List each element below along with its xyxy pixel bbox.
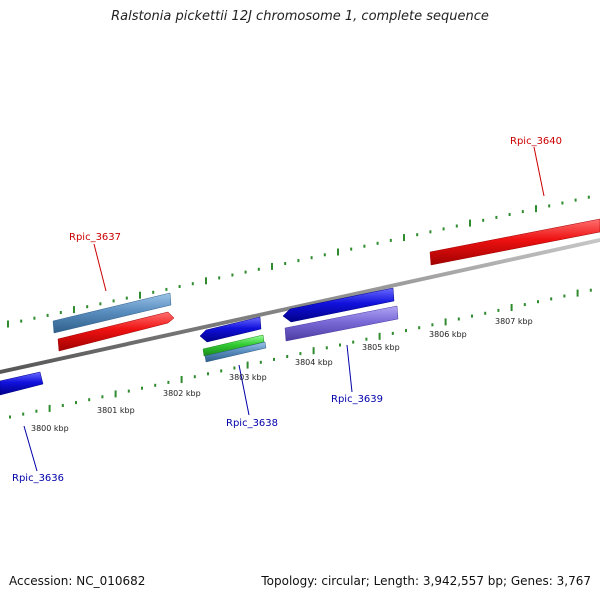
gene-rpic-3636-bar[interactable] (0, 371, 44, 396)
rpic-3636-leader (23, 425, 38, 472)
gene-rpic-3639-bar[interactable] (282, 287, 395, 323)
accession-text: Accession: NC_010682 (9, 574, 146, 588)
scale-label: 3805 kbp (362, 343, 400, 352)
upper-tick-track (7, 195, 590, 328)
gene-rpic-3637-bar[interactable] (52, 292, 172, 334)
gene-rpic-3638-bar[interactable] (199, 316, 262, 343)
rpic-3640-leader (533, 146, 545, 197)
lower-tick-track (9, 288, 592, 419)
gene-label-rpic-3637[interactable]: Rpic_3637 (69, 232, 121, 243)
rpic-3639-leader (346, 344, 353, 393)
gene-rpic-3637b-bar[interactable] (57, 311, 175, 352)
scale-label: 3801 kbp (97, 406, 135, 415)
scale-label: 3802 kbp (163, 389, 201, 398)
gene-label-rpic-3636[interactable]: Rpic_3636 (12, 473, 64, 484)
map-title: Ralstonia pickettii 12J chromosome 1, co… (111, 9, 489, 24)
scale-label: 3807 kbp (495, 317, 533, 326)
gene-rpic-3640-bar[interactable] (429, 218, 600, 266)
scale-label: 3804 kbp (295, 358, 333, 367)
scale-label: 3800 kbp (31, 424, 69, 433)
topology-summary: Topology: circular; Length: 3,942,557 bp… (261, 574, 591, 588)
gene-rpic-3638-steel-bar[interactable] (204, 341, 267, 363)
rpic-3638-leader (238, 364, 250, 416)
chromosome-backbone (0, 238, 600, 374)
gene-label-rpic-3639[interactable]: Rpic_3639 (331, 394, 383, 405)
rpic-3637-leader (93, 243, 107, 292)
gene-rpic-3639-purple-bar[interactable] (284, 305, 399, 342)
gene-label-rpic-3638[interactable]: Rpic_3638 (226, 418, 278, 429)
scale-label: 3806 kbp (429, 330, 467, 339)
scale-label: 3803 kbp (229, 373, 267, 382)
gene-label-rpic-3640[interactable]: Rpic_3640 (510, 136, 562, 147)
